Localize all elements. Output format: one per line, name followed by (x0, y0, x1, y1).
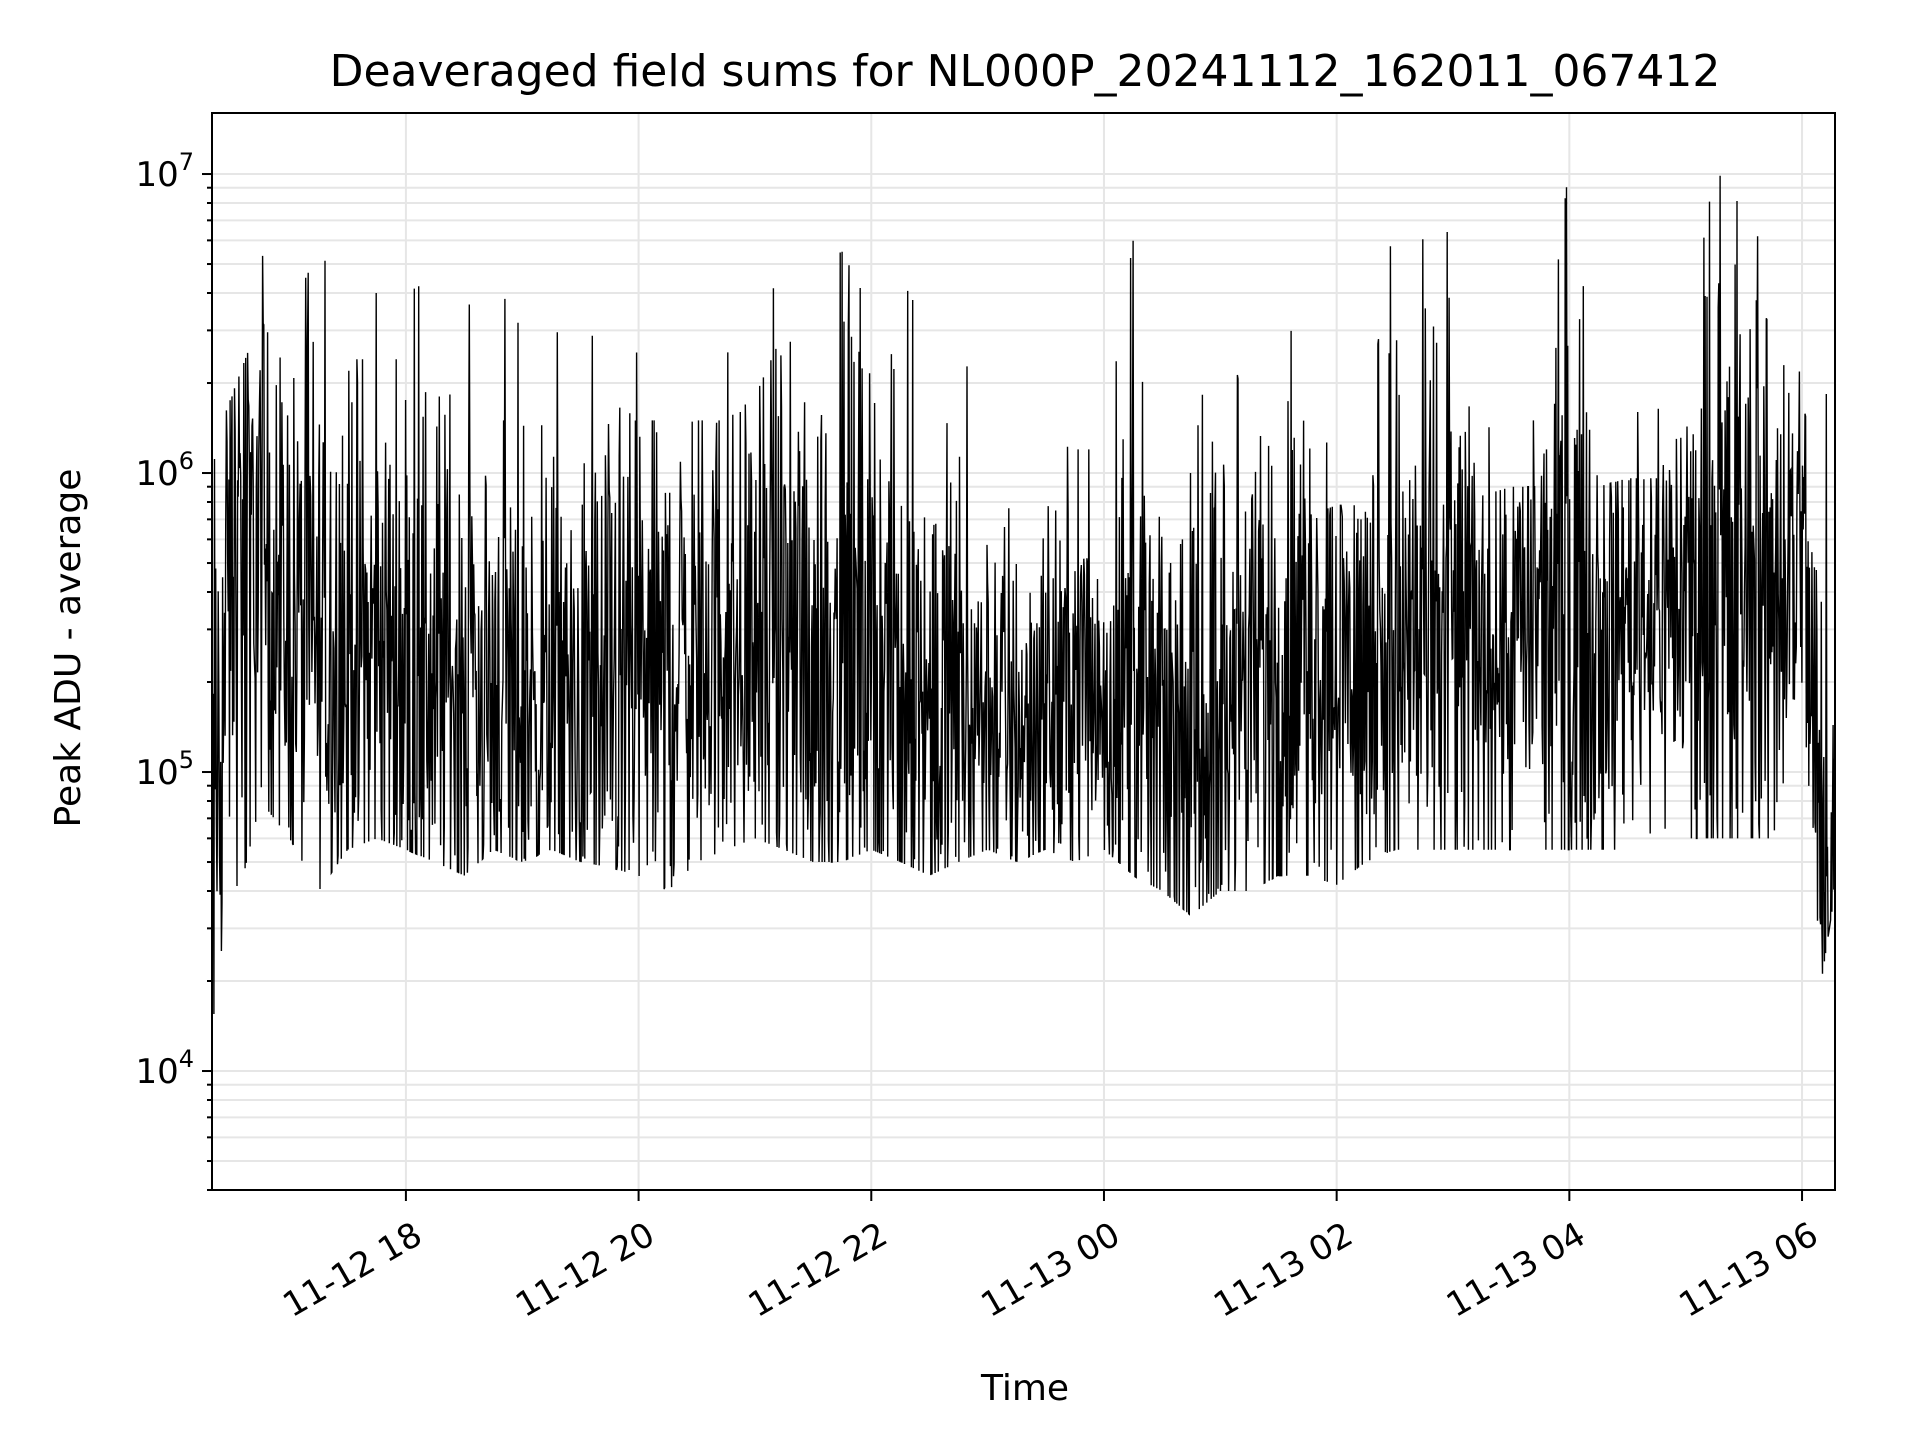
data-series (212, 175, 1835, 1015)
y-tick-base: 10 (135, 1052, 178, 1092)
chart-title: Deaveraged field sums for NL000P_2024111… (330, 46, 1721, 97)
y-tick-exponent: 5 (179, 746, 194, 774)
y-tick-exponent: 4 (179, 1045, 194, 1073)
plot-frame (211, 112, 1836, 1191)
y-tick-base: 10 (135, 454, 178, 494)
y-tick-exponent: 6 (179, 447, 194, 475)
y-tick-base: 10 (135, 155, 178, 195)
y-tick-base: 10 (135, 753, 178, 793)
x-axis-label: Time (980, 1368, 1069, 1409)
y-axis-label: Peak ADU - average (48, 469, 89, 828)
series-line (212, 175, 1835, 1015)
y-tick-label: 105 (135, 746, 194, 793)
y-tick-exponent: 7 (179, 148, 194, 176)
y-tick-label: 104 (135, 1045, 194, 1092)
y-tick-label: 106 (135, 447, 194, 494)
y-tick-label: 107 (135, 148, 194, 195)
